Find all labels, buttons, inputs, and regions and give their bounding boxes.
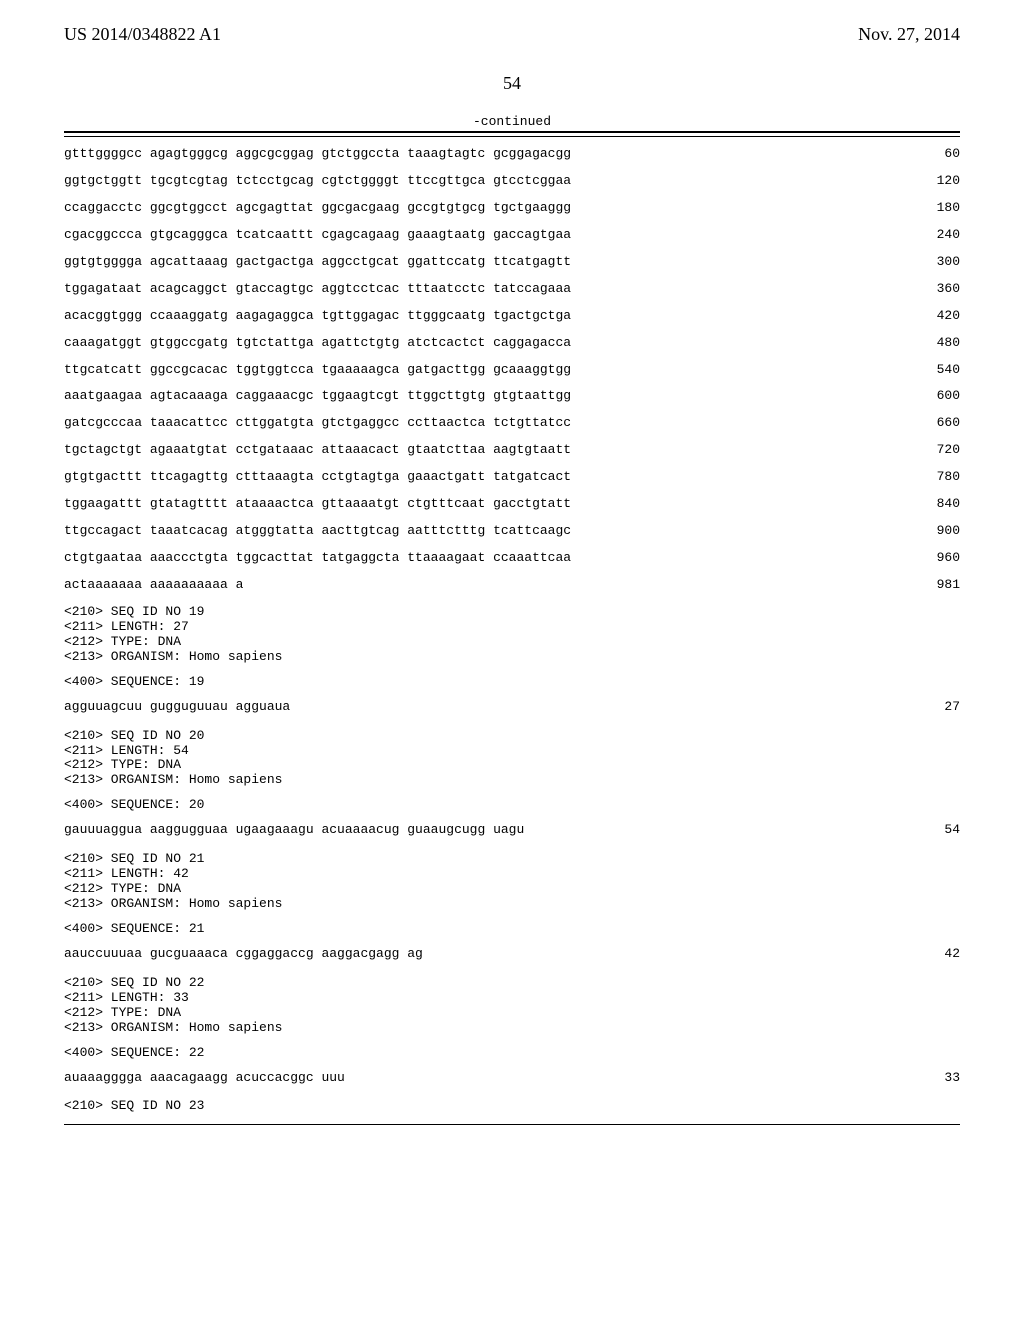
- metadata-line: <213> ORGANISM: Homo sapiens: [64, 773, 960, 788]
- sequence-label: <400> SEQUENCE: 20: [64, 798, 960, 813]
- publication-date: Nov. 27, 2014: [858, 24, 960, 45]
- sequence-label: <400> SEQUENCE: 19: [64, 675, 960, 690]
- sequence-row: gtttggggcc agagtgggcg aggcgcggag gtctggc…: [64, 147, 960, 162]
- page: US 2014/0348822 A1 Nov. 27, 2014 54 -con…: [0, 0, 1024, 1320]
- sequence-metadata: <210> SEQ ID NO 23: [64, 1099, 960, 1114]
- sequence-row: aauccuuuaa gucguaaaca cggaggaccg aaggacg…: [64, 947, 960, 962]
- sequence-bases: tggaagattt gtatagtttt ataaaactca gttaaaa…: [64, 497, 571, 512]
- metadata-line: <213> ORGANISM: Homo sapiens: [64, 1021, 960, 1036]
- sequence-position: 780: [896, 470, 960, 485]
- metadata-line: <210> SEQ ID NO 23: [64, 1099, 960, 1114]
- sequence-bases: ggtgtgggga agcattaaag gactgactga aggcctg…: [64, 255, 571, 270]
- sequence-bases: aaatgaagaa agtacaaaga caggaaacgc tggaagt…: [64, 389, 571, 404]
- sequence-position: 540: [896, 363, 960, 378]
- metadata-line: <212> TYPE: DNA: [64, 635, 960, 650]
- sequence-bases: gauuuaggua aaggugguaa ugaagaaagu acuaaaa…: [64, 823, 524, 838]
- sequence-bases: ttgcatcatt ggccgcacac tggtggtcca tgaaaaa…: [64, 363, 571, 378]
- metadata-line: <212> TYPE: DNA: [64, 1006, 960, 1021]
- continued-label: -continued: [64, 114, 960, 129]
- sequence-position: 600: [896, 389, 960, 404]
- metadata-line: <210> SEQ ID NO 20: [64, 729, 960, 744]
- sequence-bases: tggagataat acagcaggct gtaccagtgc aggtcct…: [64, 282, 571, 297]
- sequence-row: agguuagcuu gugguguuau agguaua 27: [64, 700, 960, 715]
- sequence-position: 360: [896, 282, 960, 297]
- publication-number: US 2014/0348822 A1: [64, 24, 221, 45]
- top-rule: [64, 131, 960, 137]
- sequence-bases: acacggtggg ccaaaggatg aagagaggca tgttgga…: [64, 309, 571, 324]
- metadata-line: <212> TYPE: DNA: [64, 758, 960, 773]
- sequence-position: 240: [896, 228, 960, 243]
- bottom-rule: [64, 1124, 960, 1125]
- metadata-line: <210> SEQ ID NO 22: [64, 976, 960, 991]
- sequence-position: 960: [896, 551, 960, 566]
- sequence-row: ctgtgaataa aaaccctgta tggcacttat tatgagg…: [64, 551, 960, 566]
- sequence-row: caaagatggt gtggccgatg tgtctattga agattct…: [64, 336, 960, 351]
- sequence-row: gtgtgacttt ttcagagttg ctttaaagta cctgtag…: [64, 470, 960, 485]
- sequence-row: auaaaggggа aaacagaagg acuccacggc uuu 33: [64, 1071, 960, 1086]
- sequence-metadata: <210> SEQ ID NO 22<211> LENGTH: 33<212> …: [64, 976, 960, 1036]
- sequence-row: ccaggacctc ggcgtggcct agcgagttat ggcgacg…: [64, 201, 960, 216]
- sequence-metadata: <210> SEQ ID NO 20<211> LENGTH: 54<212> …: [64, 729, 960, 789]
- sequence-bases: gtgtgacttt ttcagagttg ctttaaagta cctgtag…: [64, 470, 571, 485]
- sequence-row: ggtgctggtt tgcgtcgtag tctcctgcag cgtctgg…: [64, 174, 960, 189]
- sequence-bases: cgacggccca gtgcagggca tcatcaattt cgagcag…: [64, 228, 571, 243]
- sequence-row: tggagataat acagcaggct gtaccagtgc aggtcct…: [64, 282, 960, 297]
- sequence-bases: tgctagctgt agaaatgtat cctgataaac attaaac…: [64, 443, 571, 458]
- sequence-row: cgacggccca gtgcagggca tcatcaattt cgagcag…: [64, 228, 960, 243]
- metadata-line: <211> LENGTH: 42: [64, 867, 960, 882]
- sequence-position: 300: [896, 255, 960, 270]
- sequence-row: gatcgcccaa taaacattcc cttggatgta gtctgag…: [64, 416, 960, 431]
- sequence-position: 720: [896, 443, 960, 458]
- sequence-bases: aauccuuuaa gucguaaaca cggaggaccg aaggacg…: [64, 947, 423, 962]
- sequence-row: ggtgtgggga agcattaaag gactgactga aggcctg…: [64, 255, 960, 270]
- sequence-block: gtttggggcc agagtgggcg aggcgcggag gtctggc…: [64, 141, 960, 1114]
- sequence-position: 660: [896, 416, 960, 431]
- sequence-bases: ttgccagact taaatcacag atgggtatta aacttgt…: [64, 524, 571, 539]
- sequence-label: <400> SEQUENCE: 22: [64, 1046, 960, 1061]
- sequence-row: tggaagattt gtatagtttt ataaaactca gttaaaa…: [64, 497, 960, 512]
- sequence-position: 180: [896, 201, 960, 216]
- metadata-line: <210> SEQ ID NO 19: [64, 605, 960, 620]
- sequence-row: actaaaaaaa aaaaaaaaaa a 981: [64, 578, 960, 593]
- sequence-position: 27: [896, 700, 960, 715]
- sequence-bases: actaaaaaaa aaaaaaaaaa a: [64, 578, 243, 593]
- sequence-bases: gatcgcccaa taaacattcc cttggatgta gtctgag…: [64, 416, 571, 431]
- sequence-position: 420: [896, 309, 960, 324]
- sequence-row: aaatgaagaa agtacaaaga caggaaacgc tggaagt…: [64, 389, 960, 404]
- sequence-label: <400> SEQUENCE: 21: [64, 922, 960, 937]
- sequence-position: 840: [896, 497, 960, 512]
- sequence-row: ttgcatcatt ggccgcacac tggtggtcca tgaaaaa…: [64, 363, 960, 378]
- sequence-bases: caaagatggt gtggccgatg tgtctattga agattct…: [64, 336, 571, 351]
- sequence-position: 120: [896, 174, 960, 189]
- metadata-line: <211> LENGTH: 33: [64, 991, 960, 1006]
- metadata-line: <211> LENGTH: 27: [64, 620, 960, 635]
- sequence-metadata: <210> SEQ ID NO 19<211> LENGTH: 27<212> …: [64, 605, 960, 665]
- sequence-bases: gtttggggcc agagtgggcg aggcgcggag gtctggc…: [64, 147, 571, 162]
- sequence-position: 33: [896, 1071, 960, 1086]
- sequence-row: tgctagctgt agaaatgtat cctgataaac attaaac…: [64, 443, 960, 458]
- metadata-line: <213> ORGANISM: Homo sapiens: [64, 897, 960, 912]
- sequence-bases: ccaggacctc ggcgtggcct agcgagttat ggcgacg…: [64, 201, 571, 216]
- sequence-bases: ggtgctggtt tgcgtcgtag tctcctgcag cgtctgg…: [64, 174, 571, 189]
- sequence-bases: auaaaggggа aaacagaagg acuccacggc uuu: [64, 1071, 345, 1086]
- metadata-line: <212> TYPE: DNA: [64, 882, 960, 897]
- sequence-bases: ctgtgaataa aaaccctgta tggcacttat tatgagg…: [64, 551, 571, 566]
- metadata-line: <211> LENGTH: 54: [64, 744, 960, 759]
- sequence-position: 42: [896, 947, 960, 962]
- sequence-metadata: <210> SEQ ID NO 21<211> LENGTH: 42<212> …: [64, 852, 960, 912]
- sequence-row: ttgccagact taaatcacag atgggtatta aacttgt…: [64, 524, 960, 539]
- metadata-line: <213> ORGANISM: Homo sapiens: [64, 650, 960, 665]
- sequence-row: acacggtggg ccaaaggatg aagagaggca tgttgga…: [64, 309, 960, 324]
- metadata-line: <210> SEQ ID NO 21: [64, 852, 960, 867]
- sequence-row: gauuuaggua aaggugguaa ugaagaaagu acuaaaa…: [64, 823, 960, 838]
- sequence-position: 480: [896, 336, 960, 351]
- sequence-position: 54: [896, 823, 960, 838]
- sequence-listing: -continued: [64, 114, 960, 137]
- sequence-position: 60: [896, 147, 960, 162]
- page-number: 54: [0, 73, 1024, 94]
- sequence-bases: agguuagcuu gugguguuau agguaua: [64, 700, 290, 715]
- page-header: US 2014/0348822 A1 Nov. 27, 2014: [0, 0, 1024, 45]
- sequence-position: 900: [896, 524, 960, 539]
- sequence-position: 981: [896, 578, 960, 593]
